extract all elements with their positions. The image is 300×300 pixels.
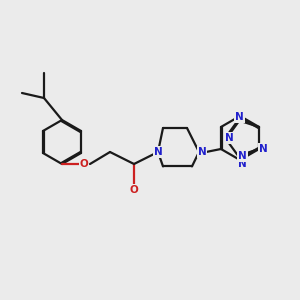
Text: N: N (238, 159, 246, 169)
Text: N: N (225, 133, 234, 143)
Text: O: O (80, 159, 88, 169)
Text: N: N (259, 144, 267, 154)
Text: N: N (198, 147, 206, 157)
Text: N: N (235, 112, 244, 122)
Text: N: N (238, 151, 247, 161)
Text: O: O (130, 185, 138, 195)
Text: N: N (154, 147, 162, 157)
